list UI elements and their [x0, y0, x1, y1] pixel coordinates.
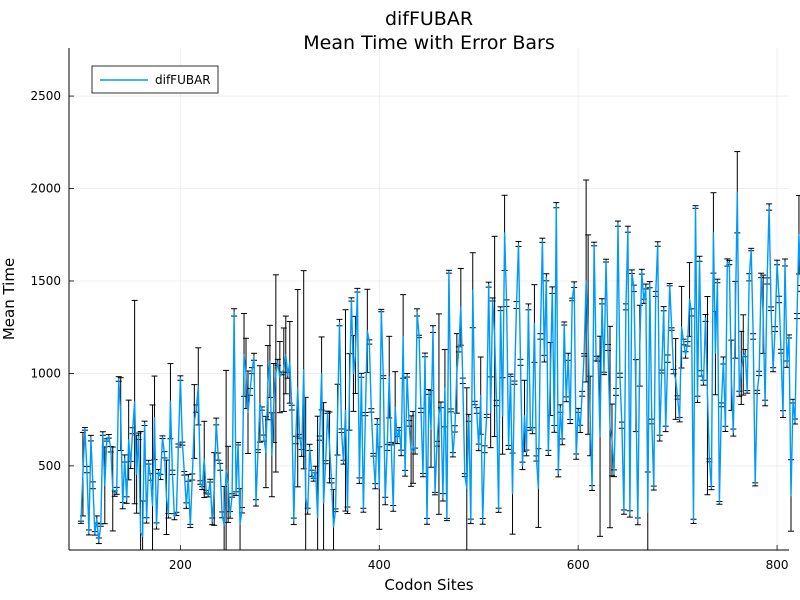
x-tick-label-800: 800 — [766, 558, 789, 572]
chart-title: difFUBAR — [385, 8, 473, 30]
legend-label-difFUBAR: difFUBAR — [155, 73, 211, 87]
error-bars — [77, 151, 800, 551]
grid-lines — [69, 48, 789, 550]
y-tick-label-1000: 1000 — [30, 366, 61, 380]
x-tick-label-400: 400 — [368, 558, 391, 572]
y-tick-label-2000: 2000 — [30, 182, 61, 196]
x-tick-label-200: 200 — [169, 558, 192, 572]
x-axis-label: Codon Sites — [384, 576, 473, 594]
chart-subtitle: Mean Time with Error Bars — [303, 32, 554, 54]
axes — [68, 48, 789, 551]
series-line-difFUBAR — [80, 191, 800, 542]
x-tick-label-600: 600 — [567, 558, 590, 572]
y-axis-ticks: 500 1000 1500 2000 2500 — [30, 89, 74, 473]
legend: difFUBAR — [91, 65, 219, 94]
y-tick-label-2500: 2500 — [30, 89, 61, 103]
y-tick-label-1500: 1500 — [30, 274, 61, 288]
error-bar — [797, 284, 800, 292]
x-axis-ticks: 200 400 600 800 — [169, 545, 789, 572]
y-axis-label: Mean Time — [0, 258, 18, 340]
y-tick-label-500: 500 — [38, 459, 61, 473]
